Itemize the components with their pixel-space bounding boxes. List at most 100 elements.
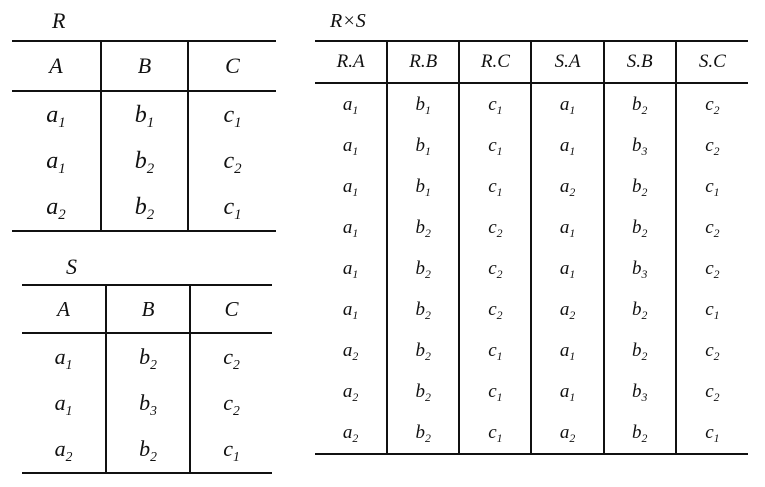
cell-subscript: 2 <box>150 356 157 372</box>
cell-subscript: 3 <box>641 267 648 281</box>
cell-subscript: 1 <box>234 114 242 131</box>
cell-value: a <box>559 257 570 279</box>
table-cell: a1 <box>530 207 604 248</box>
table-cell: c2 <box>458 289 532 330</box>
table-cell: c2 <box>458 207 532 248</box>
table-row: a1 b2 c2 <box>12 138 276 184</box>
table-cell: c2 <box>674 125 748 166</box>
cell-subscript: 1 <box>146 114 155 131</box>
cell-subscript: 2 <box>713 267 720 281</box>
cell-value: a <box>342 134 353 156</box>
cell-subscript: 2 <box>232 356 240 372</box>
cell-value: b <box>632 175 642 197</box>
relation-r-caption: R <box>52 8 66 33</box>
cell-subscript: 2 <box>641 431 648 445</box>
cell-value: a <box>46 193 59 220</box>
cell-value: b <box>632 134 642 156</box>
cell-subscript: 1 <box>232 448 240 464</box>
cell-value: c <box>223 390 233 415</box>
table-cell: c2 <box>189 380 272 426</box>
cell-value: a <box>342 298 353 320</box>
cell-subscript: 1 <box>569 144 576 158</box>
cell-value: b <box>632 257 642 279</box>
cell-value: b <box>139 390 151 415</box>
cell-subscript: 1 <box>425 144 431 158</box>
cell-subscript: 2 <box>641 185 648 199</box>
cell-subscript: 1 <box>569 267 576 281</box>
cell-value: a <box>559 175 570 197</box>
cell-subscript: 2 <box>352 349 359 363</box>
cell-subscript: 3 <box>150 402 157 418</box>
table-cell: c1 <box>458 83 532 125</box>
cell-subscript: 2 <box>713 226 720 240</box>
cell-value: a <box>559 93 570 115</box>
cell-subscript: 1 <box>58 160 66 177</box>
cell-value: a <box>342 380 353 402</box>
cell-subscript: 3 <box>641 144 648 158</box>
table-row: a2 b2 c1 <box>22 426 272 474</box>
cell-value: c <box>223 193 235 220</box>
cell-value: b <box>415 298 426 320</box>
cell-subscript: 2 <box>713 349 720 363</box>
cell-value: c <box>705 216 714 238</box>
cell-value: c <box>705 421 714 443</box>
cell-value: a <box>559 298 570 320</box>
table-cell: c1 <box>674 412 748 455</box>
table-row: a1 b3 c2 <box>22 380 272 426</box>
table-cell: c2 <box>674 371 748 412</box>
cell-subscript: 2 <box>425 226 431 240</box>
cell-value: c <box>223 101 235 128</box>
cell-subscript: 1 <box>65 402 73 418</box>
cell-subscript: 2 <box>496 308 503 322</box>
table-cell: b2 <box>386 412 460 455</box>
cell-value: c <box>705 175 714 197</box>
table-cell: c2 <box>674 83 748 125</box>
cell-subscript: 2 <box>150 448 157 464</box>
table-row: a2 b2 c1 <box>12 184 276 232</box>
table-cell: a1 <box>12 138 101 184</box>
cell-subscript: 2 <box>58 206 66 223</box>
table-cell: b2 <box>602 289 676 330</box>
column-header: C <box>189 284 272 334</box>
cell-subscript: 2 <box>569 185 576 199</box>
table-cell: b2 <box>602 412 676 455</box>
cell-subscript: 3 <box>641 390 648 404</box>
table-cell: b2 <box>386 330 460 371</box>
table-cell: a1 <box>315 125 387 166</box>
column-header: B <box>105 284 190 334</box>
cell-subscript: 2 <box>713 390 720 404</box>
table-cell: a1 <box>530 371 604 412</box>
column-header: S.C <box>674 40 748 84</box>
cell-value: c <box>488 93 497 115</box>
table-cell: a1 <box>22 380 106 426</box>
cell-value: a <box>342 339 353 361</box>
table-cell: c1 <box>674 289 748 330</box>
cell-value: b <box>415 216 426 238</box>
table-cell: a1 <box>315 248 387 289</box>
cell-value: b <box>134 101 147 128</box>
column-header: R.A <box>315 40 388 84</box>
cell-value: a <box>559 339 570 361</box>
table-cell: a2 <box>22 426 106 474</box>
cartesian-product-caption: R×S <box>330 10 366 32</box>
cell-subscript: 2 <box>425 390 431 404</box>
table-cell: b2 <box>386 248 460 289</box>
cell-value: b <box>632 298 642 320</box>
table-cell: b1 <box>386 166 460 207</box>
table-row: a2 b2 c1 a1 b2 c2 <box>315 330 748 371</box>
cell-subscript: 2 <box>352 390 359 404</box>
cell-subscript: 2 <box>641 226 648 240</box>
cell-value: a <box>54 344 66 369</box>
cell-value: c <box>223 436 233 461</box>
table-cell: c1 <box>187 184 276 232</box>
cell-value: a <box>54 390 66 415</box>
cell-value: b <box>415 175 426 197</box>
column-header: S.A <box>530 40 604 84</box>
column-header: B <box>100 40 188 92</box>
cell-subscript: 2 <box>65 448 73 464</box>
cell-value: b <box>415 421 426 443</box>
table-row: a1 b2 c2 a2 b2 c1 <box>315 289 748 330</box>
cell-subscript: 2 <box>641 103 648 117</box>
cell-subscript: 2 <box>232 402 240 418</box>
